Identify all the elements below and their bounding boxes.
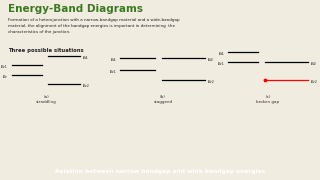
Text: $E_{c1}$: $E_{c1}$ — [82, 54, 89, 62]
Text: $E_{c1}$: $E_{c1}$ — [110, 56, 117, 64]
Text: $E_{v1}$: $E_{v1}$ — [109, 68, 117, 76]
Text: straddling: straddling — [36, 100, 56, 104]
Text: $E_{c2}$: $E_{c2}$ — [310, 60, 317, 68]
Text: (a): (a) — [43, 95, 49, 99]
Text: $E_{c1}$: $E_{c1}$ — [218, 50, 225, 58]
Text: $E_{v2}$: $E_{v2}$ — [207, 78, 214, 86]
Text: Formation of a heterojunction with a narrow-bandgap material and a wide-bandgap
: Formation of a heterojunction with a nar… — [8, 18, 180, 34]
Text: (b): (b) — [160, 95, 166, 99]
Text: Energy-Band Diagrams: Energy-Band Diagrams — [8, 4, 143, 14]
Text: (c): (c) — [265, 95, 271, 99]
Text: $E_{c2}$: $E_{c2}$ — [207, 56, 214, 64]
Text: staggeed: staggeed — [153, 100, 172, 104]
Text: $E_{v1}$: $E_{v1}$ — [1, 63, 8, 71]
Text: $E_{v2}$: $E_{v2}$ — [82, 82, 90, 90]
Text: Relation between narrow bandgap and wide bandgap energies: Relation between narrow bandgap and wide… — [55, 168, 265, 174]
Text: $E_{v}$: $E_{v}$ — [2, 73, 8, 81]
Text: broken gap: broken gap — [256, 100, 280, 104]
Text: $E_{v1}$: $E_{v1}$ — [218, 60, 225, 68]
Text: Three possible situations: Three possible situations — [8, 48, 84, 53]
Text: $E_{v2}$: $E_{v2}$ — [310, 78, 317, 86]
